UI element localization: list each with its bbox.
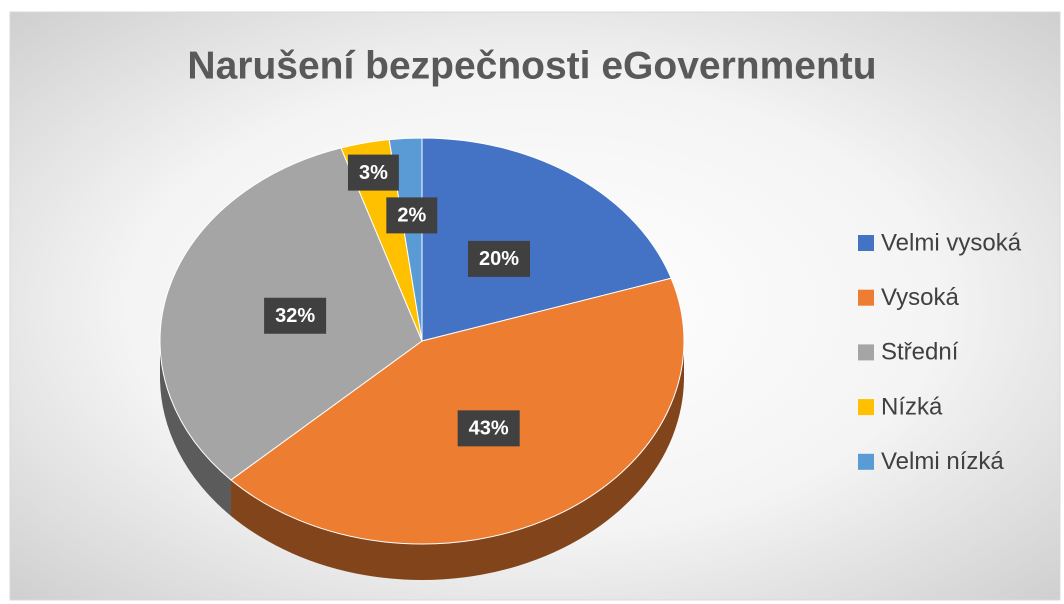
data-label-text: 2% bbox=[397, 205, 426, 227]
legend-swatch bbox=[858, 399, 874, 416]
legend-swatch bbox=[858, 289, 874, 306]
legend-label: Velmi nízká bbox=[881, 448, 1004, 475]
data-label-text: 20% bbox=[479, 248, 519, 270]
legend-label: Střední bbox=[881, 339, 959, 366]
data-label: 2% bbox=[386, 197, 438, 234]
data-label-text: 3% bbox=[359, 162, 388, 184]
data-label-box bbox=[264, 297, 327, 334]
data-label-text: 43% bbox=[469, 418, 509, 440]
data-label-box bbox=[457, 410, 520, 447]
data-label-text: 32% bbox=[275, 305, 315, 327]
slice-side bbox=[231, 341, 684, 580]
data-label-box bbox=[386, 197, 438, 234]
legend-label: Nízká bbox=[881, 393, 943, 420]
data-label: 32% bbox=[264, 297, 327, 334]
legend-label: Vysoká bbox=[881, 284, 959, 311]
legend-label: Velmi vysoká bbox=[881, 229, 1022, 256]
data-label-box bbox=[347, 154, 399, 191]
data-label: 43% bbox=[457, 410, 520, 447]
data-label: 3% bbox=[347, 154, 399, 191]
data-label-box bbox=[467, 240, 531, 277]
chart-title: Narušení bezpečnosti eGovernmentu bbox=[187, 44, 876, 87]
slice bbox=[421, 137, 672, 342]
legend-swatch bbox=[858, 453, 874, 470]
slice bbox=[230, 277, 685, 545]
slice-side bbox=[160, 341, 232, 516]
legend-swatch bbox=[858, 235, 874, 251]
legend-swatch bbox=[858, 344, 874, 361]
data-label: 20% bbox=[467, 240, 531, 277]
